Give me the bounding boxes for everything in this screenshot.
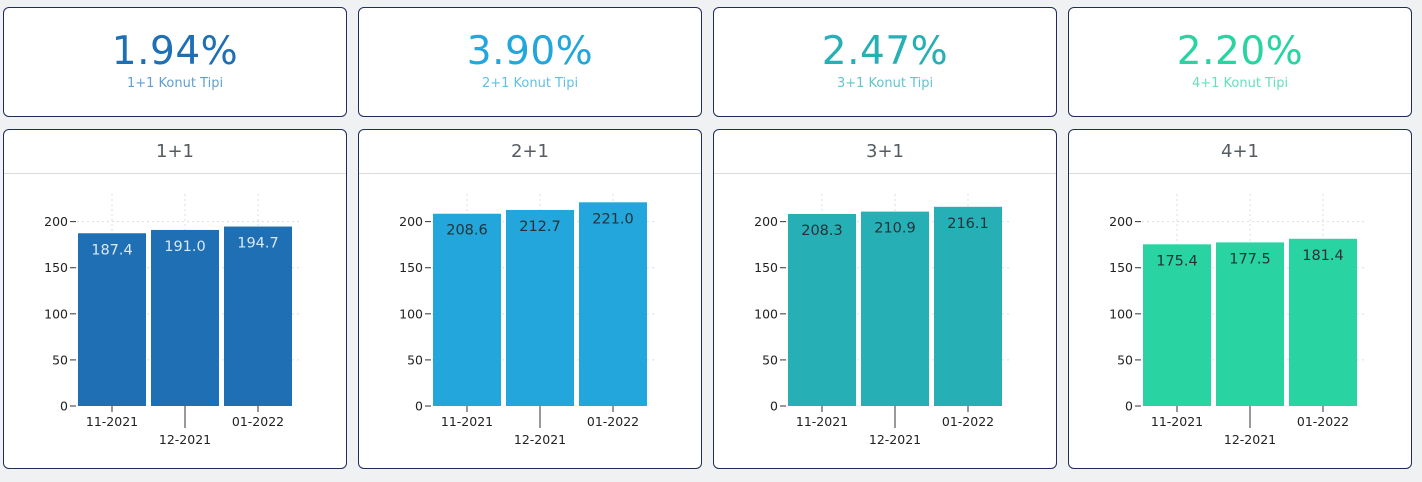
bar[interactable]: [579, 202, 647, 406]
kpi-label: 4+1 Konut Tipi: [1191, 76, 1289, 91]
chart-card-1: 1+1 0 50 100 150 200 187.4 191.0 194.7 11-2021 12…: [3, 129, 347, 469]
x-tick-label: 12-2021: [514, 432, 566, 447]
x-tick-label: 11-2021: [86, 414, 138, 429]
bar[interactable]: [861, 211, 929, 406]
chart-card-2: 2+1 0 50 100 150 200 208.6 212.7 221.0 11-2021 12…: [358, 129, 702, 469]
chart-title: 2+1: [359, 130, 701, 174]
bar-value-label: 175.4: [1156, 253, 1198, 269]
bar-value-label: 212.7: [519, 219, 561, 235]
y-tick-label: 150: [1109, 260, 1133, 275]
y-tick-label: 100: [44, 306, 68, 321]
kpi-card-4: 2.20% 4+1 Konut Tipi: [1068, 7, 1412, 117]
y-tick-label: 50: [407, 352, 423, 367]
y-tick-label: 200: [754, 214, 778, 229]
x-tick-label: 01-2022: [1297, 414, 1349, 429]
kpi-card-2: 3.90% 2+1 Konut Tipi: [358, 7, 702, 117]
x-tick-label: 11-2021: [1151, 414, 1203, 429]
kpi-label: 3+1 Konut Tipi: [836, 76, 934, 91]
x-tick-label: 12-2021: [869, 432, 921, 447]
bar[interactable]: [224, 226, 292, 406]
kpi-card-3: 2.47% 3+1 Konut Tipi: [713, 7, 1057, 117]
bar[interactable]: [1143, 244, 1211, 406]
y-tick-label: 150: [44, 260, 68, 275]
y-tick-label: 0: [770, 399, 778, 414]
y-tick-label: 100: [399, 306, 423, 321]
y-tick-label: 0: [60, 399, 68, 414]
kpi-card-1: 1.94% 1+1 Konut Tipi: [3, 7, 347, 117]
bar[interactable]: [78, 233, 146, 406]
x-tick-label: 12-2021: [1224, 432, 1276, 447]
x-tick-label: 01-2022: [942, 414, 994, 429]
x-tick-label: 01-2022: [232, 414, 284, 429]
bar-value-label: 194.7: [237, 236, 279, 252]
bar[interactable]: [788, 214, 856, 406]
x-tick-label: 11-2021: [441, 414, 493, 429]
chart-card-3: 3+1 0 50 100 150 200 208.3 210.9 216.1 11-2021 12…: [713, 129, 1057, 469]
y-tick-label: 50: [52, 352, 68, 367]
chart-card-4: 4+1 0 50 100 150 200 175.4 177.5 181.4 11-2021 12…: [1068, 129, 1412, 469]
bar[interactable]: [1289, 238, 1357, 406]
chart-title: 3+1: [714, 130, 1056, 174]
y-tick-label: 200: [399, 214, 423, 229]
chart-title: 4+1: [1069, 130, 1411, 174]
bar-value-label: 191.0: [164, 239, 206, 255]
kpi-value: 2.20%: [1176, 29, 1304, 74]
y-tick-label: 50: [1117, 352, 1133, 367]
y-tick-label: 150: [754, 260, 778, 275]
bar[interactable]: [506, 209, 574, 406]
y-tick-label: 100: [1109, 306, 1133, 321]
kpi-value: 2.47%: [821, 29, 949, 74]
y-tick-label: 0: [1125, 399, 1133, 414]
kpi-label: 1+1 Konut Tipi: [126, 76, 224, 91]
x-tick-label: 12-2021: [159, 432, 211, 447]
bar-value-label: 187.4: [91, 242, 133, 258]
bar-value-label: 216.1: [947, 216, 989, 232]
bar[interactable]: [934, 206, 1002, 406]
x-tick-label: 11-2021: [796, 414, 848, 429]
bar-value-label: 221.0: [592, 211, 634, 227]
bar[interactable]: [151, 229, 219, 406]
kpi-label: 2+1 Konut Tipi: [481, 76, 579, 91]
bar[interactable]: [1216, 242, 1284, 406]
y-tick-label: 150: [399, 260, 423, 275]
y-tick-label: 200: [44, 214, 68, 229]
y-tick-label: 200: [1109, 214, 1133, 229]
bar-chart: 0 50 100 150 200 208.3 210.9 216.1 11-2021 12-202…: [754, 194, 1009, 447]
y-tick-label: 100: [754, 306, 778, 321]
bar-value-label: 208.3: [801, 223, 843, 239]
y-tick-label: 0: [415, 399, 423, 414]
bar-value-label: 177.5: [1229, 251, 1271, 267]
kpi-value: 3.90%: [466, 29, 594, 74]
bar-chart: 0 50 100 150 200 175.4 177.5 181.4 11-2021 12-202…: [1109, 194, 1364, 447]
x-tick-label: 01-2022: [587, 414, 639, 429]
y-tick-label: 50: [762, 352, 778, 367]
kpi-value: 1.94%: [111, 29, 239, 74]
bar[interactable]: [433, 213, 501, 406]
bar-value-label: 208.6: [446, 223, 488, 239]
chart-title: 1+1: [4, 130, 346, 174]
bar-value-label: 181.4: [1302, 248, 1344, 264]
bar-value-label: 210.9: [874, 221, 916, 237]
bar-chart: 0 50 100 150 200 208.6 212.7 221.0 11-2021 12-202…: [399, 194, 654, 447]
bar-chart: 0 50 100 150 200 187.4 191.0 194.7 11-2021 12-202…: [44, 194, 299, 447]
